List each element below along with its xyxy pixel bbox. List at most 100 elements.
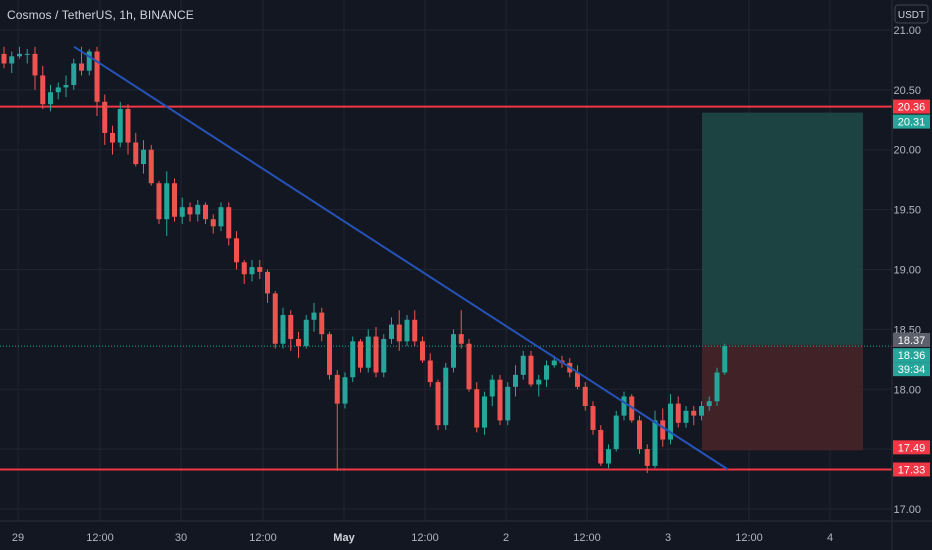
time-tick-label: 4 xyxy=(827,532,833,544)
candle-body xyxy=(342,377,348,404)
candle-body xyxy=(358,341,363,368)
candle-body xyxy=(203,204,208,220)
candle-body xyxy=(125,108,131,143)
price-badge-text: 18.37 xyxy=(898,335,926,347)
candle-body xyxy=(644,449,650,466)
candle-body xyxy=(458,334,464,344)
candle-body xyxy=(195,204,201,215)
candle-body xyxy=(79,63,84,71)
time-tick-label: 12:00 xyxy=(249,532,277,544)
candles xyxy=(1,46,728,474)
price-badge-text: 20.31 xyxy=(898,117,926,129)
candle-body xyxy=(48,92,53,105)
time-tick-label: May xyxy=(333,532,355,544)
candle-body xyxy=(141,149,146,165)
candle-body xyxy=(9,56,15,64)
candle-body xyxy=(683,410,689,423)
price-badge-level xyxy=(893,99,930,114)
candle-body xyxy=(699,406,704,416)
candle-body xyxy=(334,374,340,404)
candle-body xyxy=(257,267,263,272)
candle-body xyxy=(17,53,22,57)
time-axis[interactable]: 29 12:00 30 12:00 May 12:00 2 12:00 3 12:00 4 xyxy=(12,532,833,544)
candle-body xyxy=(706,401,712,407)
time-tick-label: 12:00 xyxy=(735,532,763,544)
candle-body xyxy=(319,312,325,335)
candle-body xyxy=(241,262,247,275)
price-badge-current-gray xyxy=(893,332,930,347)
candle-body xyxy=(187,207,193,215)
candle-body xyxy=(172,183,177,217)
candle-body xyxy=(280,314,286,344)
candle-body xyxy=(396,324,402,342)
price-badge-current xyxy=(893,348,930,363)
candle-body xyxy=(249,267,255,275)
price-labels: 20.36 20.31 18.37 18.36 39:34 17.49 17.33 xyxy=(893,99,930,477)
candle-body xyxy=(637,420,642,450)
loss-zone[interactable] xyxy=(702,344,863,451)
price-tick-label: 20.00 xyxy=(893,145,921,157)
candle-body xyxy=(606,449,611,464)
candle-body xyxy=(691,410,697,416)
candle-body xyxy=(218,207,224,227)
candle-body xyxy=(412,319,418,342)
candle-body xyxy=(420,341,425,361)
candle-body xyxy=(714,372,720,402)
candle-body xyxy=(381,338,387,373)
candle-body xyxy=(55,87,61,93)
candle-body xyxy=(389,324,394,339)
price-badge-stop xyxy=(893,440,930,455)
candle-body xyxy=(489,379,495,397)
candle-body xyxy=(133,142,139,165)
price-tick-label: 18.00 xyxy=(893,384,921,396)
price-tick-label: 19.00 xyxy=(893,264,921,276)
candle-body xyxy=(621,396,627,416)
candle-body xyxy=(505,386,511,421)
candle-body xyxy=(24,53,30,55)
candle-body xyxy=(86,51,92,71)
trendline[interactable] xyxy=(73,45,729,471)
currency-badge[interactable]: USDT xyxy=(894,4,929,24)
candle-body xyxy=(272,293,278,344)
candle-body xyxy=(296,338,301,347)
candle-body xyxy=(474,389,480,428)
price-tick-label: 17.00 xyxy=(893,504,921,516)
price-badge-text: 17.33 xyxy=(898,464,926,476)
candle-body xyxy=(311,312,317,320)
candle-body xyxy=(373,336,379,373)
currency-label: USDT xyxy=(898,10,925,21)
candle-body xyxy=(582,386,588,407)
price-badge-text: 18.36 xyxy=(898,350,926,362)
candle-body xyxy=(210,219,216,227)
price-badge-text: 17.49 xyxy=(898,442,926,454)
candle-body xyxy=(40,75,46,105)
downtrend-line[interactable] xyxy=(73,45,729,471)
candle-body xyxy=(590,406,596,430)
candle-body xyxy=(365,336,371,368)
candle-body xyxy=(71,63,77,86)
candle-body xyxy=(544,365,549,380)
candle-body xyxy=(32,53,38,76)
price-tick-label: 20.50 xyxy=(893,85,921,97)
candle-body xyxy=(1,53,7,64)
candle-body xyxy=(675,403,681,423)
price-badge-text: 20.36 xyxy=(898,102,926,114)
candle-body xyxy=(722,346,728,373)
candle-body xyxy=(660,420,666,440)
horizontal-levels[interactable] xyxy=(0,105,892,471)
time-tick-label: 2 xyxy=(503,532,509,544)
candle-body xyxy=(427,360,433,383)
time-tick-label: 12:00 xyxy=(573,532,601,544)
profit-zone[interactable] xyxy=(702,112,863,345)
price-badge-level xyxy=(893,462,930,477)
price-tick-label: 19.50 xyxy=(893,205,921,217)
candle-body xyxy=(528,355,534,385)
candle-body xyxy=(613,415,619,450)
candle-body xyxy=(598,429,604,464)
candle-body xyxy=(148,149,154,184)
candle-body xyxy=(350,341,356,378)
candle-body xyxy=(327,334,332,375)
candle-body xyxy=(265,271,270,294)
candle-body xyxy=(482,396,487,428)
